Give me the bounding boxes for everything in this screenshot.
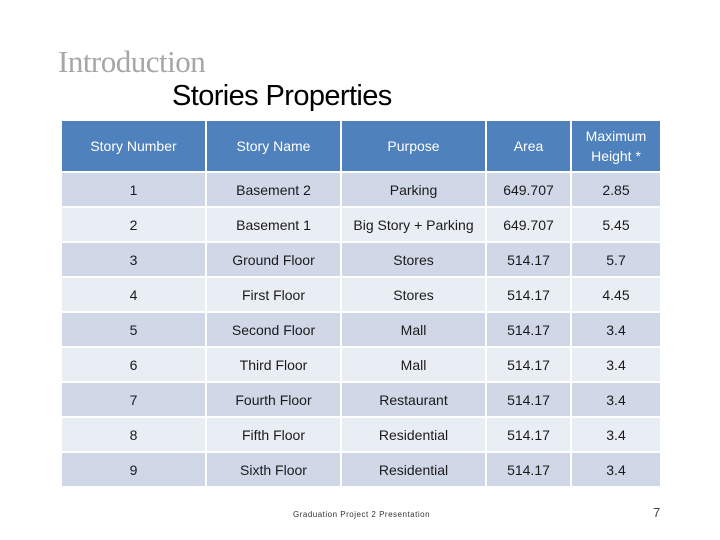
table-row: 8 Fifth Floor Residential 514.17 3.4 bbox=[60, 416, 662, 453]
cell-max-height: 3.4 bbox=[570, 381, 662, 418]
cell-story-number: 5 bbox=[60, 311, 207, 348]
header-max-height: Maximum Height * bbox=[570, 119, 662, 173]
cell-story-number: 4 bbox=[60, 276, 207, 313]
table-row: 4 First Floor Stores 514.17 4.45 bbox=[60, 276, 662, 313]
cell-area: 514.17 bbox=[485, 241, 572, 278]
cell-story-name: Basement 1 bbox=[205, 206, 342, 243]
table-row: 6 Third Floor Mall 514.17 3.4 bbox=[60, 346, 662, 383]
header-purpose: Purpose bbox=[340, 119, 487, 173]
cell-story-name: Second Floor bbox=[205, 311, 342, 348]
cell-max-height: 4.45 bbox=[570, 276, 662, 313]
cell-area: 514.17 bbox=[485, 381, 572, 418]
cell-story-number: 3 bbox=[60, 241, 207, 278]
table-row: 5 Second Floor Mall 514.17 3.4 bbox=[60, 311, 662, 348]
cell-area: 514.17 bbox=[485, 451, 572, 488]
cell-story-name: Basement 2 bbox=[205, 171, 342, 208]
slide-title: Stories Properties bbox=[172, 80, 392, 112]
table-row: 1 Basement 2 Parking 649.707 2.85 bbox=[60, 171, 662, 208]
cell-purpose: Stores bbox=[340, 241, 487, 278]
cell-story-name: Sixth Floor bbox=[205, 451, 342, 488]
slide-footer: Graduation Project 2 Presentation bbox=[293, 510, 431, 519]
cell-story-name: Fourth Floor bbox=[205, 381, 342, 418]
header-area: Area bbox=[485, 119, 572, 173]
cell-story-name: First Floor bbox=[205, 276, 342, 313]
cell-story-name: Ground Floor bbox=[205, 241, 342, 278]
cell-max-height: 5.7 bbox=[570, 241, 662, 278]
cell-purpose: Mall bbox=[340, 311, 487, 348]
cell-area: 514.17 bbox=[485, 276, 572, 313]
cell-story-number: 1 bbox=[60, 171, 207, 208]
cell-max-height: 3.4 bbox=[570, 416, 662, 453]
cell-area: 649.707 bbox=[485, 171, 572, 208]
page-number: 7 bbox=[653, 505, 661, 520]
cell-purpose: Residential bbox=[340, 416, 487, 453]
cell-purpose: Mall bbox=[340, 346, 487, 383]
cell-purpose: Parking bbox=[340, 171, 487, 208]
cell-max-height: 3.4 bbox=[570, 311, 662, 348]
cell-area: 514.17 bbox=[485, 416, 572, 453]
cell-purpose: Restaurant bbox=[340, 381, 487, 418]
table-row: 2 Basement 1 Big Story + Parking 649.707… bbox=[60, 206, 662, 243]
table-row: 3 Ground Floor Stores 514.17 5.7 bbox=[60, 241, 662, 278]
cell-area: 514.17 bbox=[485, 311, 572, 348]
header-story-number: Story Number bbox=[60, 119, 207, 173]
cell-purpose: Big Story + Parking bbox=[340, 206, 487, 243]
cell-max-height: 2.85 bbox=[570, 171, 662, 208]
cell-max-height: 3.4 bbox=[570, 346, 662, 383]
cell-story-name: Fifth Floor bbox=[205, 416, 342, 453]
cell-area: 514.17 bbox=[485, 346, 572, 383]
cell-story-number: 9 bbox=[60, 451, 207, 488]
cell-story-number: 8 bbox=[60, 416, 207, 453]
cell-area: 649.707 bbox=[485, 206, 572, 243]
section-title: Introduction bbox=[58, 44, 206, 79]
cell-purpose: Residential bbox=[340, 451, 487, 488]
cell-story-number: 7 bbox=[60, 381, 207, 418]
header-story-name: Story Name bbox=[205, 119, 342, 173]
cell-story-number: 2 bbox=[60, 206, 207, 243]
cell-max-height: 3.4 bbox=[570, 451, 662, 488]
table-row: 9 Sixth Floor Residential 514.17 3.4 bbox=[60, 451, 662, 488]
table-header-row: Story Number Story Name Purpose Area Max… bbox=[60, 119, 662, 173]
cell-purpose: Stores bbox=[340, 276, 487, 313]
stories-table: Story Number Story Name Purpose Area Max… bbox=[60, 119, 662, 488]
cell-max-height: 5.45 bbox=[570, 206, 662, 243]
cell-story-name: Third Floor bbox=[205, 346, 342, 383]
cell-story-number: 6 bbox=[60, 346, 207, 383]
table-row: 7 Fourth Floor Restaurant 514.17 3.4 bbox=[60, 381, 662, 418]
